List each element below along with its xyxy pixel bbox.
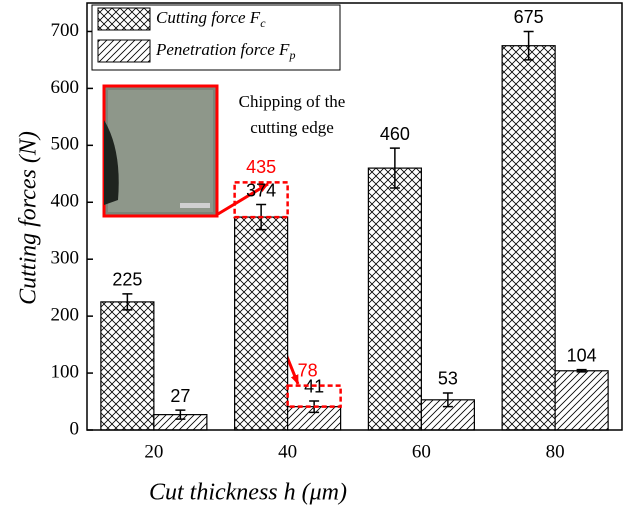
legend-subscript: c bbox=[260, 16, 266, 30]
legend-label: Penetration force Fp bbox=[155, 40, 295, 62]
error-bar bbox=[122, 293, 133, 311]
legend-swatch bbox=[97, 7, 151, 31]
y-tick-label: 600 bbox=[51, 77, 80, 98]
error-bar bbox=[576, 368, 587, 373]
y-tick-label: 300 bbox=[51, 248, 80, 269]
x-tick-label: 80 bbox=[546, 441, 565, 462]
y-tick-label: 700 bbox=[51, 20, 80, 41]
legend-swatch bbox=[97, 39, 151, 63]
data-label: 374 bbox=[246, 180, 276, 200]
bar bbox=[100, 301, 155, 431]
data-label: 675 bbox=[514, 7, 544, 27]
highlight-box bbox=[233, 181, 289, 219]
legend: Cutting force Fc Penetration force Fp bbox=[91, 4, 341, 71]
inset-caption: Chipping of the bbox=[239, 92, 346, 111]
bar bbox=[234, 216, 289, 431]
error-bar bbox=[442, 392, 453, 408]
inset-image bbox=[102, 84, 219, 218]
highlight-box bbox=[286, 384, 342, 408]
error-bar bbox=[523, 30, 534, 61]
data-label: 460 bbox=[380, 124, 410, 144]
data-label: 27 bbox=[170, 386, 190, 406]
y-tick-label: 200 bbox=[51, 304, 80, 325]
data-label: 104 bbox=[567, 345, 597, 365]
x-axis-label: Cut thickness h (μm) bbox=[149, 480, 347, 506]
plot-frame bbox=[86, 2, 623, 431]
inset-caption: cutting edge bbox=[250, 118, 334, 137]
y-tick-label: 500 bbox=[51, 134, 80, 155]
legend-label: Cutting force Fc bbox=[156, 8, 266, 30]
bar bbox=[367, 167, 422, 431]
legend-subscript: p bbox=[288, 48, 295, 62]
y-tick-label: 100 bbox=[51, 361, 80, 382]
highlight-label: 435 bbox=[246, 157, 276, 177]
error-bar bbox=[175, 409, 186, 420]
bar bbox=[554, 370, 609, 431]
y-tick-label: 400 bbox=[51, 191, 80, 212]
highlight-label: 78 bbox=[298, 360, 318, 380]
legend-name: Penetration force F bbox=[155, 40, 290, 59]
y-tick-label: 0 bbox=[70, 418, 80, 439]
legend-name: Cutting force F bbox=[156, 8, 261, 27]
error-bar bbox=[389, 147, 400, 189]
data-label: 53 bbox=[438, 369, 458, 389]
arrow bbox=[217, 182, 269, 216]
y-axis-label: Cutting forces (N) bbox=[16, 131, 42, 305]
x-tick-label: 40 bbox=[278, 441, 297, 462]
data-label: 225 bbox=[112, 270, 142, 290]
x-tick-label: 20 bbox=[144, 441, 163, 462]
x-tick-label: 60 bbox=[412, 441, 431, 462]
bar bbox=[501, 45, 556, 431]
